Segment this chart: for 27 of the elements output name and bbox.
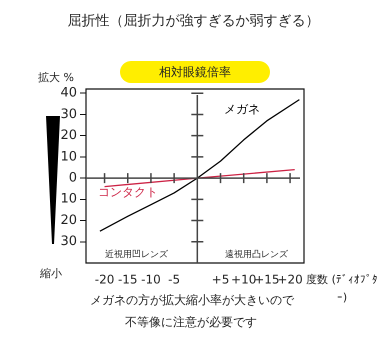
x-tick-label: +15 (254, 272, 280, 286)
x-tick-label: +20 (277, 272, 303, 286)
text: 不等像に注意が必要です (125, 314, 257, 331)
y-tick-label: 40 (60, 86, 77, 101)
x-tick-label: -10 (141, 272, 161, 286)
y-tick-label: 30 (60, 234, 77, 250)
y-tick-label: 10 (60, 192, 77, 207)
y-tick-label: 10 (60, 149, 77, 164)
annotation: 遠視用凸レンズ (225, 248, 288, 261)
x-tick-label: +10 (231, 272, 256, 286)
x-tick-label: +5 (212, 272, 230, 286)
y-tick-label: 0 (68, 170, 77, 186)
x-tick-label: -20 (94, 272, 114, 286)
series-label: コンタクト (98, 185, 158, 200)
text: メガネの方が拡大縮小率が大きいので (90, 292, 294, 309)
y-tick-label: 20 (60, 212, 77, 228)
y-tick-label: 20 (60, 128, 77, 144)
series-label: メガネ (224, 102, 260, 116)
chart-title: 屈折性（屈折力が強すぎるか弱すぎる） (66, 12, 320, 30)
text: 縮小 (40, 266, 62, 281)
x-tick-label: -15 (118, 272, 138, 286)
x-axis-title: 度数 (ﾃﾞｨｵﾌﾟﾀｰ) (305, 272, 379, 306)
y-tick-label: 30 (60, 106, 77, 122)
annotation: 近視用凹レンズ (105, 248, 168, 261)
y-axis-title: 拡大 % (38, 70, 74, 85)
chart-subtitle: 相対眼鏡倍率 (120, 61, 270, 83)
x-tick-label: -5 (168, 272, 180, 286)
